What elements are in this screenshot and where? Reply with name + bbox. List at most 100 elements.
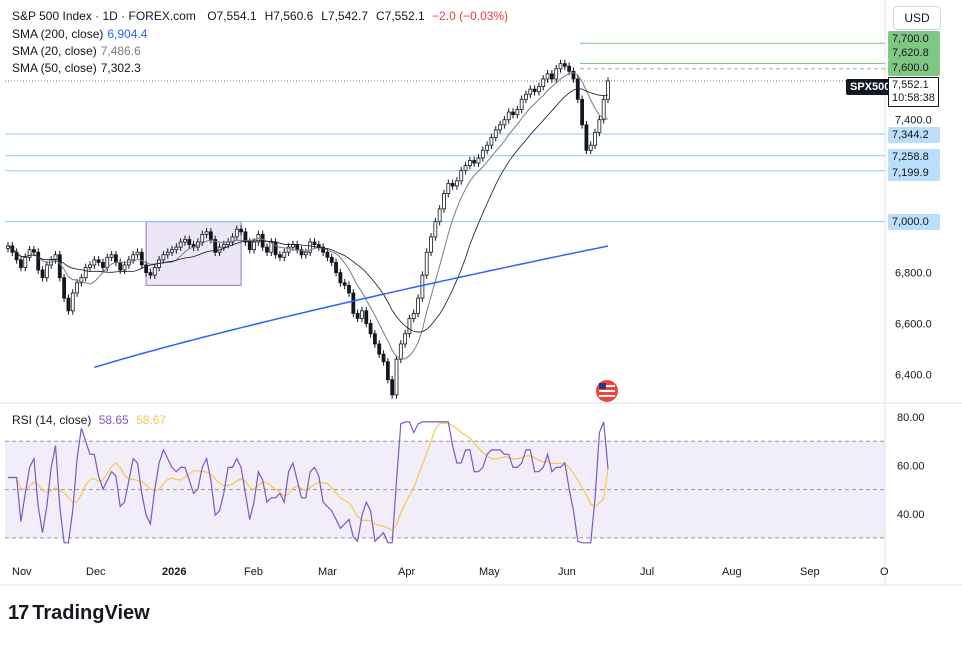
- candle-body: [446, 183, 451, 195]
- candle-body: [265, 246, 269, 253]
- current-price: 7,552.1: [892, 79, 929, 91]
- candle-body: [148, 272, 153, 276]
- candle-body: [269, 241, 274, 253]
- candle-body: [519, 98, 524, 110]
- candle-body: [183, 239, 187, 243]
- candle-body: [558, 63, 563, 70]
- candle-body: [290, 244, 295, 248]
- candle-body: [411, 312, 416, 319]
- candle-body: [429, 236, 433, 253]
- candle-body: [515, 109, 520, 116]
- indicator-label: SMA (50, close): [12, 61, 97, 75]
- candle-body: [364, 310, 369, 324]
- candle-body: [549, 73, 554, 80]
- candle-body: [23, 256, 28, 268]
- candle-body: [200, 233, 205, 243]
- candle-body: [19, 259, 23, 268]
- candle-body: [485, 144, 490, 151]
- candle-body: [303, 251, 308, 256]
- candle-body: [398, 343, 403, 360]
- candle-body: [170, 249, 174, 253]
- ohlc-values: O7,554.1 H7,560.6 L7,542.7 C7,552.1: [199, 9, 425, 23]
- indicator-legend-0[interactable]: SMA (200, close) 6,904.4: [12, 27, 147, 41]
- currency-selector[interactable]: USD: [893, 6, 941, 30]
- time-tick: Aug: [722, 566, 742, 578]
- candle-body: [351, 292, 356, 314]
- candle-body: [571, 70, 576, 80]
- rsi-ma-line: [8, 422, 609, 532]
- candle-body: [208, 231, 213, 240]
- indicator-legend-1[interactable]: SMA (20, close) 7,486.6: [12, 44, 141, 58]
- candle-body: [282, 251, 287, 258]
- candle-body: [316, 244, 321, 248]
- candle-body: [131, 254, 136, 261]
- candle-body: [416, 297, 420, 314]
- rsi-band: [5, 441, 885, 538]
- candle-body: [187, 239, 192, 245]
- candle-body: [92, 259, 97, 266]
- candle-body: [79, 277, 84, 284]
- candle-body: [57, 254, 62, 279]
- time-tick: Dec: [86, 566, 106, 578]
- candle-body: [178, 241, 183, 248]
- symbol-title: S&P 500 Index · 1D · FOREX.com: [12, 9, 196, 23]
- us-flag-stripe: [599, 390, 615, 392]
- us-flag-stripe: [599, 395, 615, 397]
- candle-body: [442, 193, 446, 210]
- candle-body: [31, 249, 36, 253]
- candle-body: [105, 256, 110, 268]
- candle-body: [273, 241, 278, 256]
- brand-name: TradingView: [32, 602, 150, 624]
- candle-body: [252, 241, 256, 251]
- candle-body: [368, 323, 373, 335]
- price-tick: 6,400.0: [895, 370, 932, 382]
- candle-body: [243, 231, 248, 243]
- us-flag-canton: [599, 383, 606, 389]
- candle-body: [53, 254, 58, 261]
- level-price-tag: 7,700.0: [888, 31, 940, 47]
- candle-body: [347, 284, 351, 294]
- ohlc-l: L7,542.7: [321, 9, 368, 23]
- candle-body: [144, 264, 149, 274]
- candle-body: [450, 183, 455, 187]
- price-tick: 6,600.0: [895, 319, 932, 331]
- time-tick: Jun: [558, 566, 576, 578]
- candle-body: [226, 241, 231, 245]
- candle-body: [593, 132, 597, 146]
- candle-body: [584, 124, 589, 151]
- candle-body: [213, 239, 218, 253]
- candle-body: [247, 241, 252, 251]
- candle-body: [329, 256, 334, 263]
- candle-body: [424, 251, 429, 276]
- indicator-value: 7,486.6: [100, 44, 141, 58]
- candle-body: [308, 241, 313, 253]
- level-price-tag: 7,258.8: [888, 149, 940, 165]
- candle-body: [601, 98, 606, 121]
- ohlc-c: C7,552.1: [376, 9, 425, 23]
- candle-body: [44, 264, 49, 279]
- candle-body: [562, 63, 567, 67]
- rsi-label: RSI (14, close): [12, 413, 92, 427]
- tradingview-logo[interactable]: 17 TradingView: [8, 602, 150, 625]
- candle-body: [455, 180, 459, 187]
- level-price-tag: 7,600.0: [888, 60, 940, 76]
- tv-icon: 17: [8, 602, 29, 624]
- candle-body: [476, 157, 481, 164]
- level-price-tag: 7,620.8: [888, 45, 940, 61]
- indicator-legend-2[interactable]: SMA (50, close) 7,302.3: [12, 61, 141, 75]
- sma200-line: [94, 245, 609, 369]
- candle-body: [109, 254, 114, 258]
- candle-body: [239, 228, 243, 233]
- candle-body: [204, 231, 209, 235]
- time-tick: May: [479, 566, 500, 578]
- candle-body: [480, 149, 485, 159]
- candle-body: [433, 221, 438, 238]
- price-tick: 7,400.0: [895, 115, 932, 127]
- candle-body: [403, 333, 408, 345]
- candle-body: [152, 267, 157, 276]
- candle-body: [472, 160, 477, 164]
- time-tick: Apr: [398, 566, 415, 578]
- candle-body: [524, 93, 528, 100]
- candle-body: [278, 254, 282, 258]
